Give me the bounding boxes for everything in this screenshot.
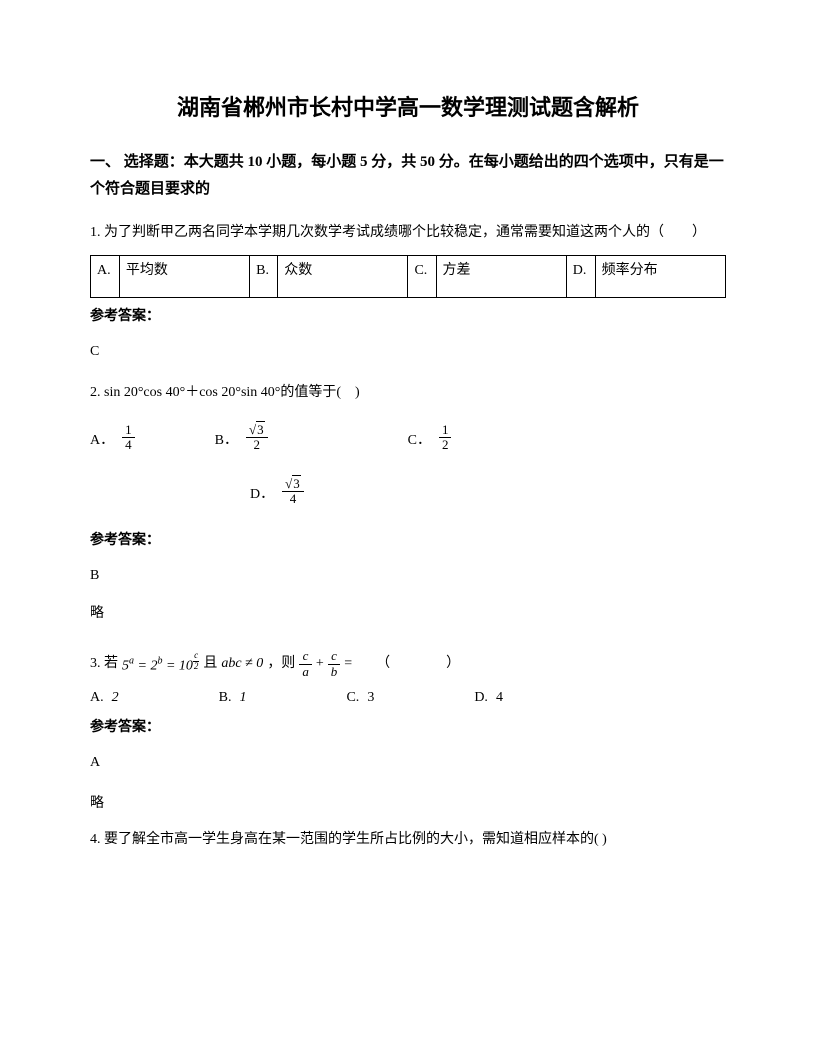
q1-opt-b-text: 众数 [278,256,408,298]
q1-opt-a-label: A. [91,256,120,298]
q1-answer-value: C [90,341,726,363]
q1-opt-c-label: C. [408,256,436,298]
frac-num: √3 [282,477,304,492]
q2-opt-a: A． 1 4 [90,423,135,453]
q3-opt-d-value: 4 [496,687,503,709]
frac-num: 1 [122,423,135,438]
q2-answer-label: 参考答案： [90,530,726,552]
frac-den: 4 [122,438,135,452]
q2-brief: 略 [90,603,726,625]
q2-opt-d-label: D． [250,484,274,506]
q3-answer-value: A [90,752,726,774]
q3-opt-c-label: C. [346,687,359,709]
q3-opt-c-value: 3 [367,687,374,709]
page-title: 湖南省郴州市长村中学高一数学理测试题含解析 [90,90,726,125]
q3-opt-c: C. 3 [346,687,374,709]
q3-opt-d: D. 4 [474,687,503,709]
q2-row1: A． 1 4 B． √3 2 C． 1 2 [90,423,726,453]
q2-frac-d: √3 4 [282,477,304,507]
q2-opt-b-label: B． [215,430,238,452]
q3-opt-a-value: 2 [112,687,119,709]
q2-answer-value: B [90,565,726,587]
q1-opt-a-text: 平均数 [119,256,249,298]
q1-opt-d-label: D. [566,256,595,298]
q2-frac-b: √3 2 [246,423,268,453]
q1-opt-c-text: 方差 [436,256,566,298]
q2-frac-c: 1 2 [439,423,452,453]
q2-opt-d: D． √3 4 [250,477,304,507]
q3-plus: + [316,653,324,675]
q1-options-table: A. 平均数 B. 众数 C. 方差 D. 频率分布 [90,255,726,298]
q3-answer-label: 参考答案： [90,717,726,739]
q1-opt-d-text: 频率分布 [595,256,725,298]
q2-opt-b: B． √3 2 [215,423,268,453]
q3-options: A. 2 B. 1 C. 3 D. 4 [90,687,726,709]
q2-options: A． 1 4 B． √3 2 C． 1 2 D． √3 4 [90,423,726,506]
q3-opt-d-label: D. [474,687,488,709]
q3-paren: （ ） [376,653,460,675]
q1-answer-label: 参考答案： [90,306,726,328]
frac-num: c [299,649,312,664]
q2-opt-c-label: C． [408,430,431,452]
q3-opt-b-label: B. [219,687,232,709]
q4-text: 4. 要了解全市高一学生身高在某一范围的学生所占比例的大小，需知道相应样本的( … [90,826,726,854]
frac-den: 2 [439,438,452,452]
q2-opt-c: C． 1 2 [408,423,452,453]
q3-opt-a: A. 2 [90,687,119,709]
q3-expr2: abc ≠ 0 [221,653,263,675]
q2-opt-a-label: A． [90,430,114,452]
q3-opt-b-value: 1 [239,687,246,709]
q3-brief: 略 [90,790,726,818]
table-row: A. 平均数 B. 众数 C. 方差 D. 频率分布 [91,256,726,298]
q3-equals: = [344,653,352,675]
frac-den: 2 [246,438,268,452]
q3-frac2: c b [328,649,341,679]
frac-num: 1 [439,423,452,438]
frac-num: √3 [246,423,268,438]
q3-prefix: 3. 若 [90,653,118,675]
frac-den: 4 [282,492,304,506]
frac-den: b [328,665,341,679]
q3-frac1: c a [299,649,312,679]
section-header: 一、 选择题：本大题共 10 小题，每小题 5 分，共 50 分。在每小题给出的… [90,149,726,203]
q2-row2: D． √3 4 [250,477,726,507]
q3-opt-a-label: A. [90,687,104,709]
q2-text: 2. sin 20°cos 40°＋cos 20°sin 40°的值等于( ) [90,379,726,407]
q1-text: 1. 为了判断甲乙两名同学本学期几次数学考试成绩哪个比较稳定，通常需要知道这两个… [90,219,726,247]
q1-opt-b-label: B. [250,256,278,298]
q3-mid2: ，则 [267,653,295,675]
frac-den: a [299,665,312,679]
q3-expr1: 5a = 2b = 10c2 [122,651,199,678]
q3-opt-b: B. 1 [219,687,247,709]
frac-num: c [328,649,341,664]
q3-text: 3. 若 5a = 2b = 10c2 且 abc ≠ 0 ，则 c a + c… [90,649,726,679]
q3-mid1: 且 [203,653,217,675]
q2-frac-a: 1 4 [122,423,135,453]
